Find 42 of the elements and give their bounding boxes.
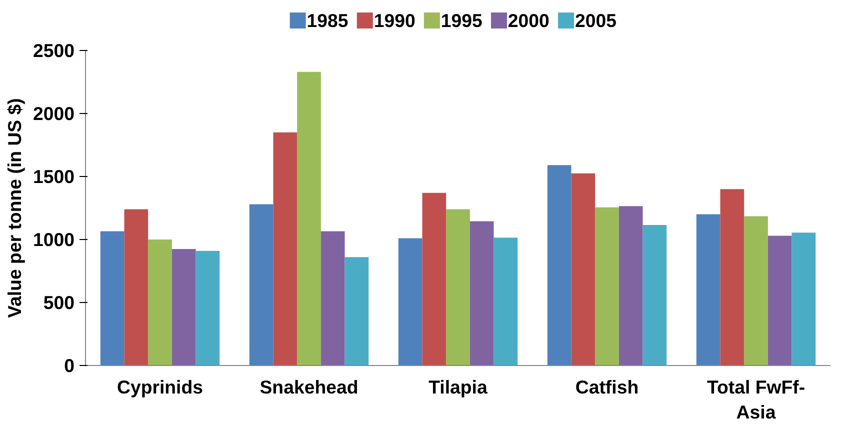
- bar: [446, 209, 470, 366]
- legend-label: 2005: [574, 10, 616, 31]
- y-tick-label: 500: [43, 292, 75, 313]
- legend-label: 1995: [440, 10, 482, 31]
- bar: [696, 214, 720, 366]
- bar: [273, 132, 298, 366]
- bar: [618, 206, 643, 366]
- bar: [792, 232, 816, 366]
- bar: [124, 209, 148, 366]
- bar: [494, 238, 518, 366]
- bar: [720, 189, 744, 366]
- x-tick-label: Tilapia: [428, 376, 488, 398]
- bar: [398, 238, 422, 366]
- bar: [744, 216, 768, 366]
- bar: [148, 240, 172, 366]
- bar: [768, 236, 792, 366]
- bar: [571, 173, 596, 366]
- y-tick-label: 1000: [32, 229, 75, 250]
- bar: [422, 192, 446, 366]
- bar: [547, 165, 572, 366]
- bar: [297, 72, 321, 366]
- x-tick-label: Snakehead: [260, 376, 358, 398]
- bar: [196, 250, 220, 366]
- y-tick-label: 2500: [32, 40, 75, 61]
- bar: [595, 207, 619, 366]
- bar: [642, 225, 667, 366]
- y-tick-label: 2000: [32, 103, 75, 124]
- bar: [172, 248, 196, 366]
- bar: [249, 204, 274, 366]
- x-tick-label: Cyprinids: [116, 376, 204, 398]
- y-tick-label: 0: [64, 355, 75, 376]
- legend-label: 1990: [374, 10, 416, 31]
- bar: [320, 231, 345, 366]
- legend-label: 1985: [306, 10, 348, 31]
- y-axis-title: Value per tonne (in US $): [4, 98, 25, 318]
- bar: [470, 221, 494, 366]
- x-tick-label: Total FwFf- Asia: [706, 376, 806, 423]
- y-tick-label: 1500: [32, 166, 75, 187]
- bar: [100, 231, 124, 366]
- legend-label: 2000: [508, 10, 550, 31]
- bar: [344, 257, 369, 366]
- x-tick-label: Catfish: [575, 376, 639, 398]
